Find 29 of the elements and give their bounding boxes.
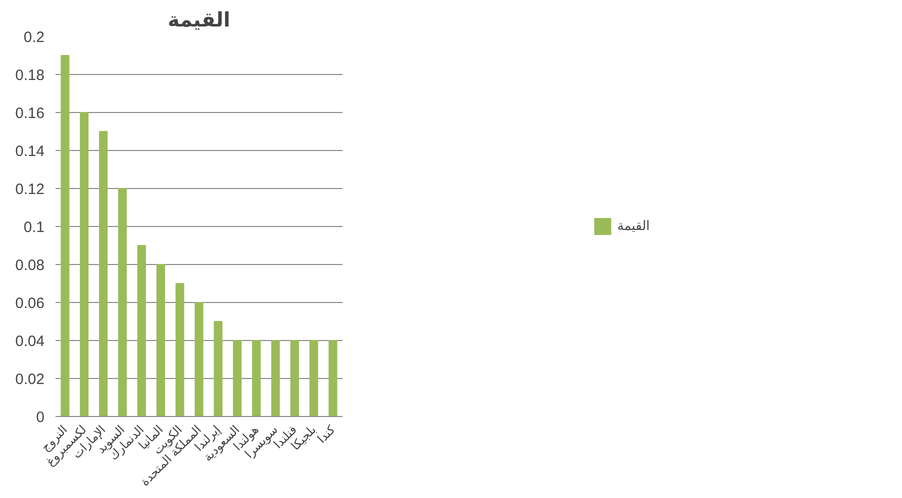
bar [99,131,108,416]
bar [137,245,146,416]
bar [309,340,318,416]
bar [290,340,299,416]
bar [156,264,166,416]
y-tick-label: 0.18 [15,67,45,84]
bar [80,112,89,416]
bar [176,283,184,416]
y-tick-label: 0 [36,409,44,426]
y-tick-label: 0.1 [24,219,45,236]
legend-label: القيمة [617,218,650,234]
y-tick-label: 0.2 [24,29,45,46]
y-tick-label: 0.16 [15,105,45,122]
bar [252,340,261,416]
y-tick-label: 0.08 [15,257,45,274]
bar [328,340,338,416]
y-tick-label: 0.06 [15,295,45,312]
bar [271,340,280,416]
y-tick-label: 0.14 [15,143,45,160]
bar [232,340,242,416]
bar [194,302,204,416]
y-tick-label: 0.02 [15,371,45,388]
bar [60,55,70,416]
chart-title: القيمة [168,8,230,32]
y-tick-label: 0.04 [15,333,45,350]
bar [118,188,127,416]
y-tick-label: 0.12 [15,181,45,198]
bar [214,321,222,416]
x-tick-label: كندا [314,422,338,446]
